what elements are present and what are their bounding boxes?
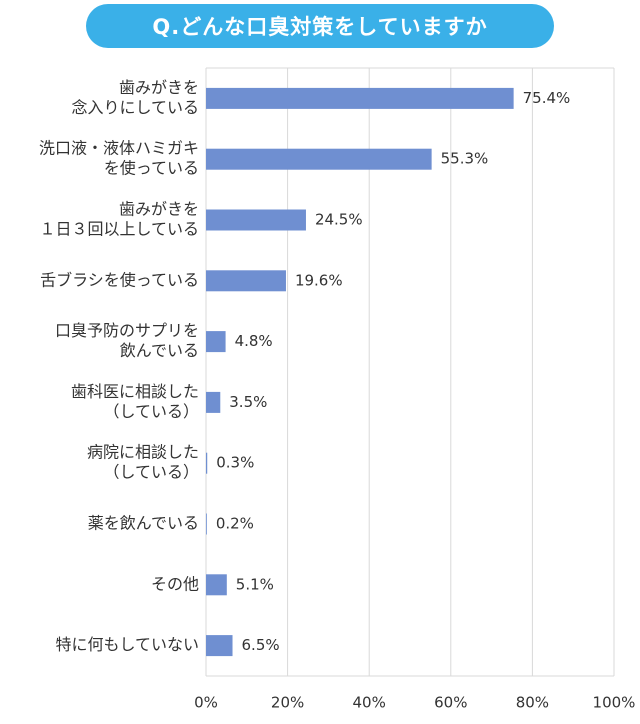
bar (206, 391, 221, 413)
x-tick-label: 0% (194, 694, 218, 712)
value-label: 6.5% (242, 636, 280, 654)
category-label: 舌ブラシを使っている (40, 270, 199, 289)
chart-title-text: Q.どんな口臭対策をしていますか (152, 15, 488, 39)
category-label: 念入りにしている (71, 98, 199, 117)
category-label: 特に何もしていない (55, 635, 199, 654)
category-label: その他 (151, 574, 199, 593)
bar (206, 148, 432, 170)
category-label: を使っている (104, 159, 199, 178)
x-tick-label: 20% (271, 694, 304, 712)
category-label: 口臭予防のサプリを (55, 321, 199, 340)
category-label: 飲んでいる (120, 341, 199, 360)
bar (206, 574, 227, 596)
x-tick-label: 60% (434, 694, 467, 712)
x-tick-label: 100% (593, 694, 636, 712)
value-label: 19.6% (295, 271, 343, 289)
category-label: 歯みがきを (119, 200, 199, 219)
value-label: 0.2% (216, 515, 254, 533)
bar (206, 270, 286, 292)
bar (206, 513, 207, 535)
category-label: （している） (103, 463, 199, 482)
category-label: （している） (103, 402, 199, 421)
category-label: 歯科医に相談した (71, 382, 199, 401)
category-label: 洗口液・液体ハミガキ (39, 139, 199, 158)
chart-title: Q.どんな口臭対策をしていますか (86, 4, 554, 48)
value-label: 55.3% (441, 150, 489, 168)
x-tick-label: 40% (353, 694, 386, 712)
category-label: １日３回以上している (39, 220, 199, 239)
bar (206, 209, 306, 231)
bar (206, 87, 514, 109)
category-label: 薬を飲んでいる (88, 514, 199, 533)
bar (206, 452, 208, 474)
value-label: 75.4% (523, 89, 571, 107)
category-label: 歯みがきを (119, 78, 199, 97)
value-label: 0.3% (216, 454, 254, 472)
bar (206, 331, 226, 353)
bar (206, 635, 233, 657)
value-label: 3.5% (229, 393, 267, 411)
value-label: 4.8% (235, 332, 273, 350)
x-tick-label: 80% (516, 694, 549, 712)
category-label: 病院に相談した (87, 443, 199, 462)
value-label: 24.5% (315, 211, 363, 229)
value-label: 5.1% (236, 575, 274, 593)
